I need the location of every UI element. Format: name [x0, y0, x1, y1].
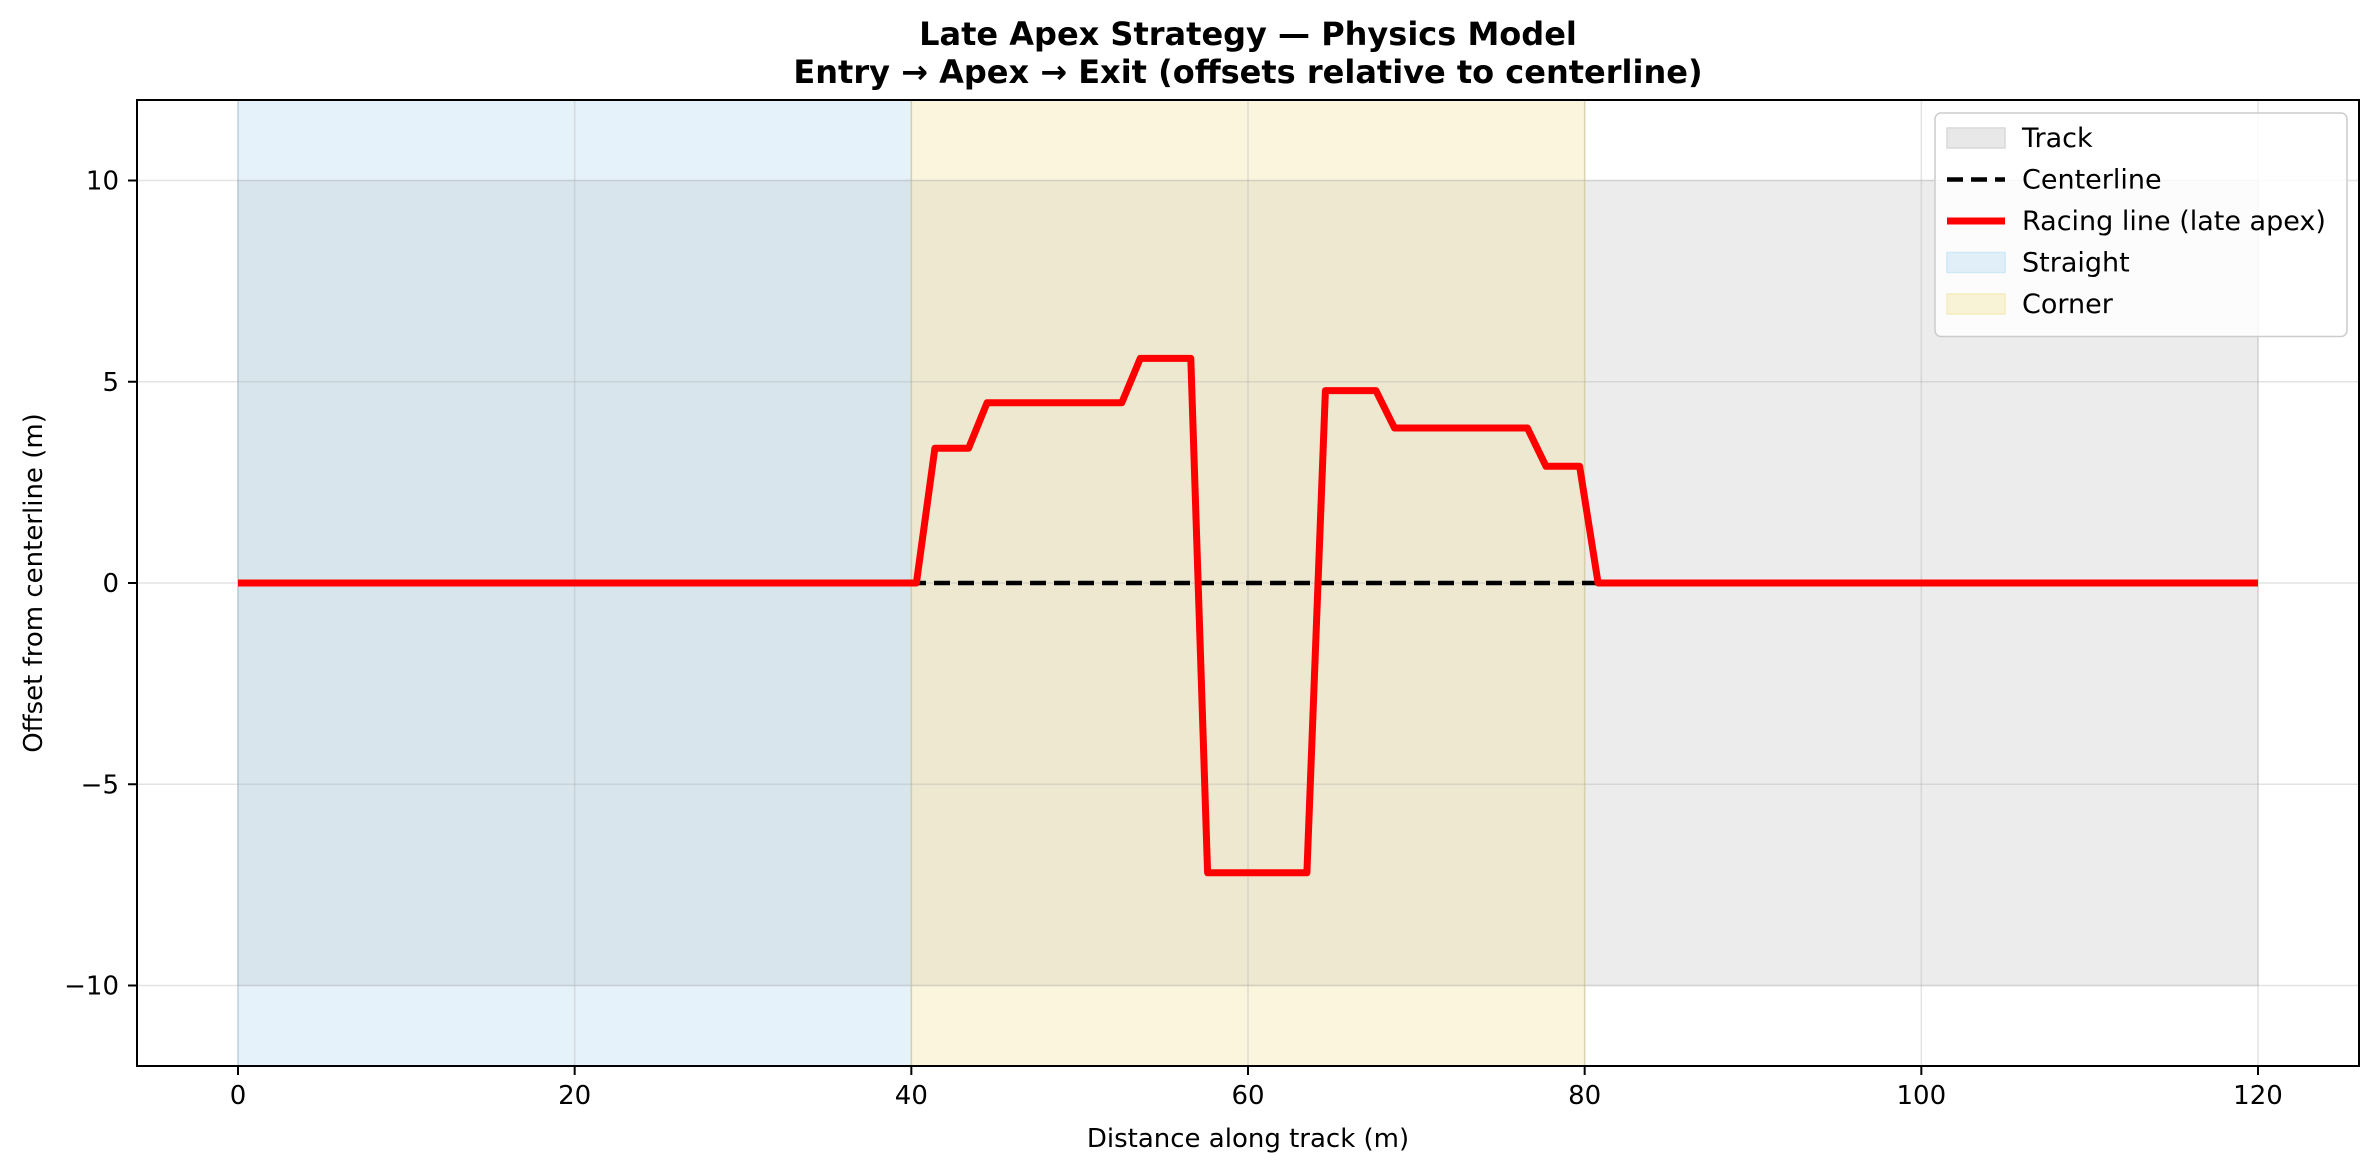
x-tick-label: 80 [1568, 1081, 1601, 1111]
y-tick-label: 5 [102, 368, 119, 398]
x-tick-label: 60 [1231, 1081, 1264, 1111]
legend-label-track: Track [2021, 123, 2093, 154]
legend-swatch-track [1946, 127, 2006, 149]
legend-swatch-corner [1946, 293, 2006, 315]
y-tick-label: 10 [86, 167, 119, 197]
chart-subtitle: Entry → Apex → Exit (offsets relative to… [793, 53, 1702, 91]
chart-title: Late Apex Strategy — Physics Model [919, 15, 1577, 53]
y-tick-label: −10 [64, 972, 119, 1002]
legend-label-centerline: Centerline [2022, 165, 2162, 196]
y-axis-label: Offset from centerline (m) [19, 413, 49, 753]
legend-swatch-straight [1946, 251, 2006, 274]
x-axis-label: Distance along track (m) [1087, 1124, 1409, 1154]
x-tick-label: 40 [895, 1081, 928, 1111]
series-layer [238, 354, 2258, 877]
x-tick-label: 20 [558, 1081, 591, 1111]
legend-label-straight: Straight [2022, 248, 2130, 279]
legend-label-corner: Corner [2022, 289, 2114, 320]
legend: Track Centerline Racing line (late apex) St… [1934, 112, 2348, 338]
legend-label-racing-line-late-apex: Racing line (late apex) [2022, 206, 2326, 237]
x-tick-label: 0 [230, 1081, 247, 1111]
axis-ticks: 0 20 40 60 80 100 120 10 5 0 −5 −10 [64, 167, 2283, 1112]
y-tick-label: −5 [81, 770, 119, 800]
y-tick-label: 0 [102, 569, 119, 599]
x-tick-label: 120 [2233, 1081, 2283, 1111]
series-line-racing-line-late-apex [238, 354, 2258, 877]
x-tick-label: 100 [1897, 1081, 1947, 1111]
legend-box [1934, 112, 2348, 338]
